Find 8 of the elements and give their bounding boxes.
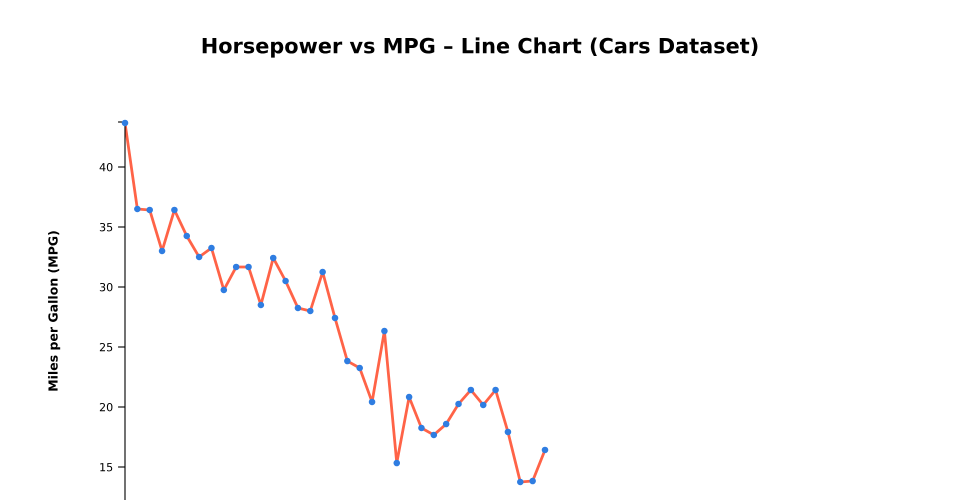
y-tick-label: 35: [100, 222, 112, 232]
y-axis-title: Miles per Gallon (MPG): [48, 231, 60, 391]
y-tick-label: 25: [100, 342, 112, 352]
y-tick-label: 20: [100, 402, 112, 412]
y-tick-label: 30: [100, 282, 112, 292]
y-tick-label: 15: [100, 463, 112, 472]
y-tick-label: 40: [100, 162, 112, 172]
chart-title: Horsepower vs MPG – Line Chart (Cars Dataset): [202, 37, 758, 58]
